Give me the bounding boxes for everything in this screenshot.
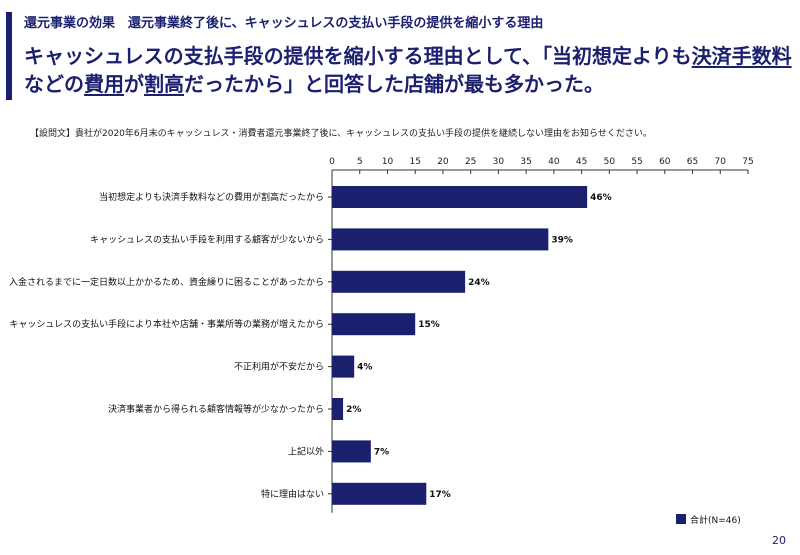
x-tick-label: 45 [576,157,587,167]
bar [332,440,371,463]
x-tick-label: 25 [465,157,476,167]
x-tick-label: 20 [437,157,449,167]
headline-emphasis: 費用 [84,72,124,96]
x-tick-label: 35 [520,157,531,167]
bar [332,186,588,208]
legend-label: 合計(N=46) [690,514,741,526]
x-tick-label: 0 [329,157,335,167]
headline-text: が [124,72,144,96]
x-tick-label: 50 [604,157,616,167]
x-tick-label: 5 [357,157,363,167]
x-tick-label: 40 [548,157,560,167]
headline-emphasis: 割高 [144,72,184,96]
category-label: 決済事業者から得られる顧客情報等が少なかったから [108,403,324,415]
category-label: 上記以外 [288,445,324,457]
bar [332,313,416,336]
category-label: 特に理由はない [261,488,324,500]
data-label: 15% [418,320,440,330]
category-label: キャッシュレスの支払い手段により本社や店舗・事業所等の業務が増えたから [9,318,324,330]
category-label: 当初想定よりも決済手数料などの費用が割高だったから [99,191,324,203]
slide-subtitle: 還元事業の効果 還元事業終了後に、キャッシュレスの支払い手段の提供を縮小する理由 [24,16,544,31]
x-tick-label: 55 [631,157,642,167]
bar-chart: 0 5 10 15 20 25 30 35 40 45 50 55 60 65 70 75 当初想定よりも決済手… [9,157,754,526]
data-label: 39% [551,235,573,245]
bar [332,355,355,378]
slide-headline: キャッシュレスの支払手段の提供を縮小する理由として、「当初想定よりも決済手数料な… [24,42,794,98]
data-label: 17% [429,490,451,500]
x-tick-label: 75 [742,157,753,167]
data-label: 7% [374,447,389,457]
headline-emphasis: 決済手数料 [691,44,792,68]
x-tick-label: 70 [715,157,727,167]
bar [332,270,466,293]
x-tick-label: 30 [493,157,505,167]
x-tick-label: 60 [659,157,671,167]
bar [332,398,344,420]
x-tick-label: 65 [687,157,698,167]
category-label: 不正利用が不安だから [234,361,324,373]
data-label: 24% [468,278,490,288]
headline-text: などの [24,72,84,96]
category-label: キャッシュレスの支払い手段を利用する顧客が少ないから [90,233,324,245]
legend-swatch [676,514,686,524]
bar [332,482,427,505]
data-label: 46% [590,193,612,203]
headline-text: キャッシュレスの支払手段の提供を縮小する理由として、「当初想定よりも [24,44,692,68]
data-label: 4% [357,363,372,373]
headline-text: だったから」と回答した店舗が最も多かった。 [184,72,604,96]
data-label: 2% [346,405,361,415]
page-number: 20 [772,534,786,547]
accent-bar [6,12,12,100]
x-tick-label: 10 [382,157,394,167]
bar [332,228,549,251]
question-text: 【設問文】貴社が2020年6月末のキャッシュレス・消費者還元事業終了後に、キャッ… [30,129,652,139]
x-tick-label: 15 [409,157,420,167]
category-label: 入金されるまでに一定日数以上かかるため、資金繰りに困ることがあったから [9,276,324,288]
